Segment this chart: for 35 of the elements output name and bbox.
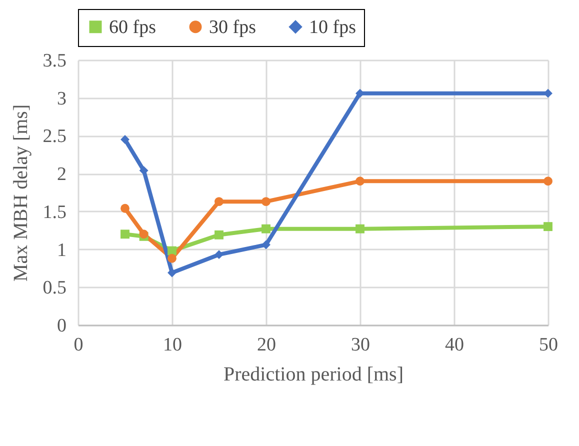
y-tick-label: 0.5 (42, 278, 66, 299)
x-tick-label: 0 (74, 334, 84, 356)
point (262, 240, 270, 250)
x-tick-label: 50 (539, 334, 558, 356)
point (120, 230, 130, 239)
x-axis-title: Prediction period [ms] (224, 364, 404, 386)
x-tick-label: 30 (351, 334, 370, 356)
point (214, 230, 224, 240)
x-tick-label: 40 (445, 334, 464, 356)
y-tick-label: 2 (57, 164, 66, 186)
point (544, 222, 552, 232)
point (214, 250, 224, 260)
point (544, 176, 552, 186)
point (120, 204, 130, 213)
point (214, 197, 224, 206)
y-tick-label: 1.5 (42, 202, 66, 223)
point (168, 268, 176, 278)
point (356, 224, 364, 234)
y-tick-label: 2.5 (42, 126, 66, 148)
y-tick-label: 3.5 (42, 50, 66, 72)
y-tick-label: 3 (57, 88, 66, 110)
x-tick-label: 10 (163, 334, 182, 356)
x-tick-label: 20 (257, 334, 276, 356)
point (168, 246, 176, 256)
y-axis-title: Max MBH delay [ms] (10, 104, 32, 282)
point (262, 224, 270, 234)
legend-label: 60 fps (109, 16, 156, 38)
legend-label: 30 fps (209, 16, 256, 38)
legend-label: 10 fps (309, 16, 356, 38)
point (356, 176, 364, 186)
point (168, 254, 176, 263)
point (120, 135, 130, 144)
point (262, 197, 270, 206)
y-tick-label: 1 (57, 240, 66, 261)
y-tick-label: 0 (57, 316, 66, 336)
